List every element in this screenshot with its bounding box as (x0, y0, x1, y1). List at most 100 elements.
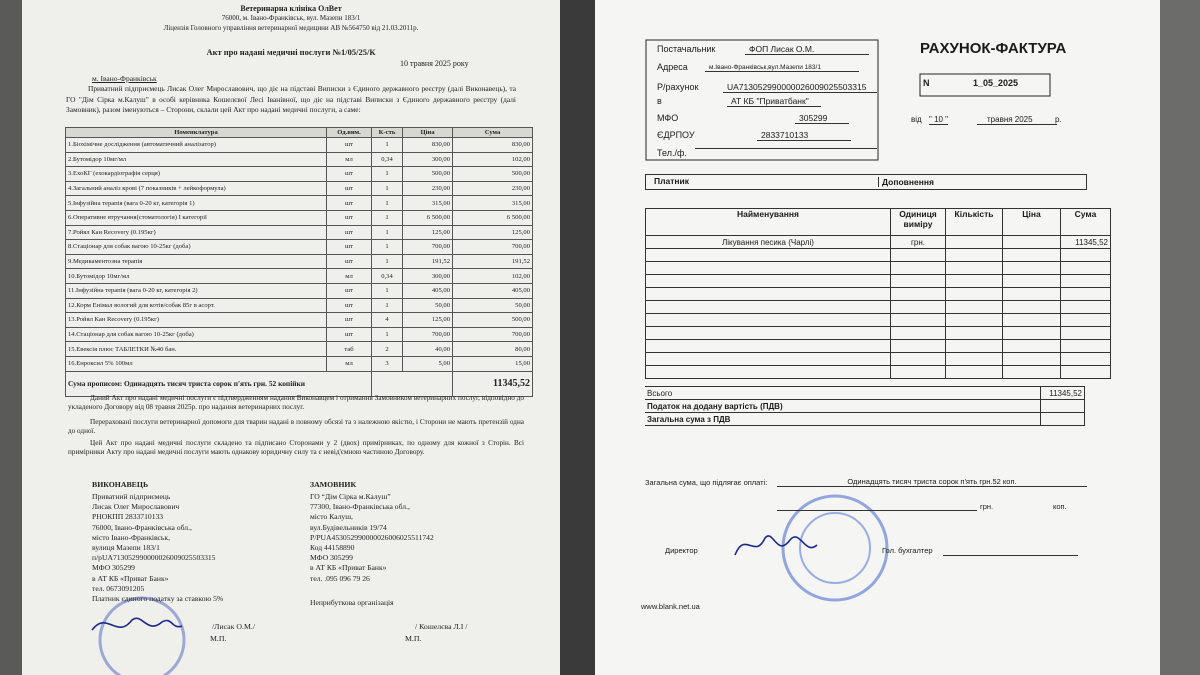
accountant-line (943, 555, 1078, 556)
empty-row (645, 248, 1111, 262)
table-cell: 4 (371, 312, 403, 328)
table-cell: шт (326, 297, 372, 314)
body-paragraph: Цей Акт про надані медичні послуги склад… (68, 439, 524, 456)
table-row: 9.Медикаментозна терапія шт 1 191,52 191,52 (65, 253, 533, 270)
city: м. Івано-Франківськ (92, 74, 157, 83)
supplier-label: в (657, 96, 662, 106)
empty-cell (1060, 339, 1111, 353)
empty-cell (945, 339, 1003, 353)
stamp-inner (799, 512, 871, 584)
table-cell: 230,00 (452, 180, 533, 197)
empty-row (645, 287, 1111, 301)
empty-row (645, 365, 1111, 379)
accountant-label: Гол. бухгалтер (882, 546, 933, 555)
table-cell: 700,00 (452, 239, 533, 255)
stamp (98, 596, 186, 675)
empty-cell (645, 248, 891, 262)
table-cell: 7.Ройял Кан Recovery (0.195кг) (65, 224, 327, 241)
column-header: Одиниця виміру (890, 208, 946, 236)
table-row: 3.ЕхоКГ (ехокардіографія серця) шт 1 500,00… (65, 166, 533, 182)
supplier-label: Адреса (657, 62, 688, 72)
date-day: " 10 " (929, 115, 949, 125)
empty-cell (1002, 300, 1061, 314)
table-row: 15.Евексія плюс ТАБЛЕТКИ №40 бан. таб 2 40,… (65, 341, 533, 357)
column-header: Кількість (945, 208, 1003, 236)
invoice-number: 1_05_2025 (973, 78, 1019, 88)
column-header: Сума (1060, 208, 1111, 236)
total-label: Сума прописом: Одинадцять тисяч триста с… (65, 370, 372, 397)
table-cell: 500,00 (402, 166, 453, 182)
empty-cell (945, 352, 1003, 366)
supplier-box (645, 39, 879, 161)
supplier-label: МФО (657, 113, 679, 123)
table-cell: 14.Стаціонар для собак вагою 10-25кг (до… (65, 326, 327, 343)
supplier-value: м.Івано-Франківськ,вул.Мазепи 183/1 (705, 64, 859, 72)
empty-row (645, 339, 1111, 353)
totals-label: Всього (645, 386, 1041, 400)
table-cell: 125,00 (452, 224, 533, 241)
table-cell: таб (326, 341, 372, 357)
empty-cell (890, 365, 946, 379)
column-header: Од.вим. (326, 127, 372, 138)
table-cell: 0,34 (371, 151, 403, 168)
stamp-layer (91, 596, 186, 675)
empty-cell (890, 326, 946, 340)
party-title: ВИКОНАВЕЦЬ (92, 480, 149, 489)
column-header: Ціна (1002, 208, 1061, 236)
party-stamp: М.П. (405, 634, 422, 643)
supplier-value: АТ КБ "Приватбанк" (727, 96, 821, 107)
total-empty (371, 370, 453, 397)
table-row: 16.Енроксил 5% 100мл мл 3 5,00 15,00 (65, 355, 533, 372)
table-row: 11.Інфузійна терапія (вага 0-20 кг, кате… (65, 282, 533, 299)
table-row: 7.Ройял Кан Recovery (0.195кг) шт 1 125,00 1… (65, 224, 533, 241)
totals-value (1040, 412, 1085, 426)
empty-cell (1060, 287, 1111, 301)
table-cell: 1 (371, 239, 403, 255)
table-cell: 3.ЕхоКГ (ехокардіографія серця) (65, 166, 327, 182)
table-cell (1002, 235, 1061, 249)
empty-cell (945, 287, 1003, 301)
table-cell: 102,00 (452, 268, 533, 284)
table-cell: шт (326, 209, 372, 226)
empty-cell (890, 287, 946, 301)
empty-cell (1002, 261, 1061, 275)
party-line: місто Калуш, (310, 512, 353, 522)
table-cell: шт (326, 166, 372, 182)
party-line: місто Івано-Франківськ, (92, 532, 170, 542)
table-cell: 830,00 (452, 137, 533, 153)
empty-cell (645, 313, 891, 327)
invoice-title: РАХУНОК-ФАКТУРА (920, 40, 1067, 57)
table-cell: 11345,52 (1060, 235, 1111, 249)
table-cell: 50,00 (402, 297, 453, 314)
table-cell: 6.Оперативне втручання(стоматологія) І к… (65, 209, 327, 226)
table-cell: 405,00 (402, 282, 453, 299)
payer-label: Платник (654, 176, 690, 186)
body-paragraph: Даний Акт про надані медичні послуги є п… (68, 394, 524, 411)
totals-value: 11345,52 (1040, 386, 1085, 400)
empty-cell (1060, 365, 1111, 379)
supplier-label: Постачальник (657, 44, 716, 54)
party-line: тел. 0673091205 (92, 583, 145, 593)
empty-cell (1060, 326, 1111, 340)
table-cell: 1 (371, 326, 403, 343)
table-cell: 500,00 (452, 312, 533, 328)
table-cell: шт (326, 253, 372, 270)
table-cell: 102,00 (452, 151, 533, 168)
supplier-value: 305299 (795, 113, 849, 124)
empty-cell (890, 248, 946, 262)
table-cell: шт (326, 137, 372, 153)
empty-cell (645, 287, 891, 301)
table-row: 2.Бутомідор 10мг/мл мл 0,34 300,00 102,00 (65, 151, 533, 168)
party-line: п/рUA713052990000026009025503315 (92, 553, 216, 563)
director-label: Директор (665, 546, 698, 555)
totals-label: Податок на додану вартість (ПДВ) (645, 399, 1041, 413)
total-row: Сума прописом: Одинадцять тисяч триста с… (65, 370, 533, 397)
table-cell: 700,00 (452, 326, 533, 343)
currency-label: грн. (980, 502, 994, 511)
table-cell: 1.Біохімічне дослідження (автоматичний а… (65, 137, 327, 153)
act-document: Ветеринарна клініка ОлВет 76000, м. Івано… (22, 0, 560, 675)
table-cell: 1 (371, 209, 403, 226)
supplier-value: ФОП Лисак О.М. (745, 44, 869, 55)
party-line: МФО 305299 (310, 553, 353, 563)
